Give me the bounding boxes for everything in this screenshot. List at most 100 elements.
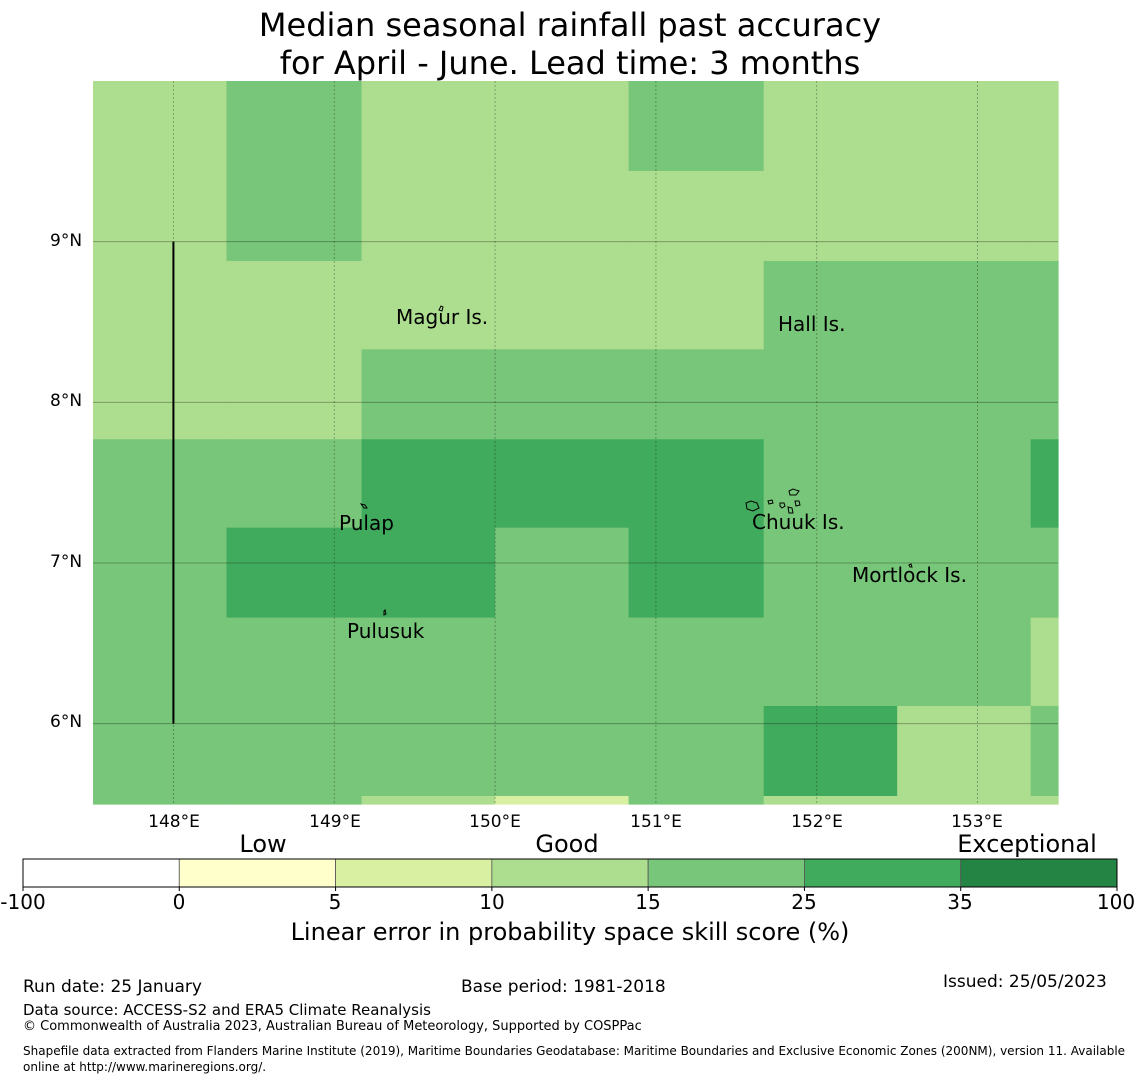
skill-cell [897, 705, 1032, 797]
colorbar-tick-3: 10 [479, 890, 505, 914]
skill-cell [226, 260, 363, 350]
skill-cell [628, 705, 765, 797]
island-outline-chuuk-southeast [794, 500, 801, 507]
skill-cell [93, 260, 228, 350]
issued-date: Issued: 25/05/2023 [943, 972, 1107, 992]
skill-cell [628, 439, 765, 529]
colorbar-tick-6: 35 [947, 890, 973, 914]
skill-cell [897, 349, 1032, 440]
skill-cell [495, 260, 630, 350]
colorbar-tick-1: 0 [172, 890, 186, 914]
skill-cell [93, 795, 228, 805]
skill-cell [763, 527, 898, 619]
skill-cell [763, 795, 898, 805]
copyright-notice: © Commonwealth of Australia 2023, Austra… [23, 1019, 642, 1034]
colorbar-tick-4: 15 [635, 890, 661, 914]
island-label-magur: Magur Is. [396, 305, 489, 329]
skill-cell [361, 260, 496, 350]
skill-cell [495, 349, 630, 440]
island-outline-chuuk-south [787, 506, 794, 514]
skill-cell [226, 81, 363, 172]
category-label-good: Good [535, 830, 599, 858]
category-label-low: Low [239, 830, 287, 858]
skill-cell [495, 439, 630, 529]
y-tick-6n: 6°N [50, 712, 83, 732]
chart-title: Median seasonal rainfall past accuracy f… [0, 6, 1140, 82]
island-label-chuuk: Chuuk Is. [752, 510, 845, 534]
skill-cell [226, 527, 363, 619]
skill-cell [763, 617, 898, 707]
island-outline-chuuk-lagoon [779, 502, 786, 509]
skill-cell [495, 795, 630, 805]
skill-cell [763, 349, 898, 440]
skill-cell [1030, 617, 1059, 707]
skill-cell [1030, 527, 1059, 619]
skill-cell [763, 170, 898, 262]
island-outline-chuuk-east [788, 488, 800, 496]
colorbar-tick-7: 100 [1096, 890, 1136, 914]
x-tick-150e: 150°E [469, 812, 521, 832]
skill-cell [763, 705, 898, 797]
skill-cell [1030, 349, 1059, 440]
skill-cell [628, 617, 765, 707]
skill-cell [226, 795, 363, 805]
y-tick-7n: 7°N [50, 552, 83, 572]
skill-cell [495, 81, 630, 172]
skill-cell [628, 260, 765, 350]
skill-cell [93, 349, 228, 440]
skill-cell [628, 349, 765, 440]
skill-cell [1030, 705, 1059, 797]
island-outline-chuuk-west [745, 500, 760, 512]
skill-cell [897, 795, 1032, 805]
skill-cell [897, 617, 1032, 707]
skill-cell [226, 349, 363, 440]
skill-cell [495, 527, 630, 619]
skill-cell [1030, 439, 1059, 529]
skill-cell [897, 170, 1032, 262]
skill-cell [495, 170, 630, 262]
island-outline-chuuk-mid [767, 499, 774, 505]
island-outline-magur [438, 305, 444, 312]
skill-cell [226, 439, 363, 529]
skill-cell [495, 705, 630, 797]
x-tick-151e: 151°E [630, 812, 682, 832]
island-outline-pulusuk [383, 609, 387, 616]
skill-cell [763, 81, 898, 172]
x-tick-149e: 149°E [309, 812, 361, 832]
skill-cell [897, 527, 1032, 619]
category-label-exceptional: Exceptional [957, 830, 1097, 858]
colorbar-tick-2: 5 [328, 890, 342, 914]
colorbar-tick-0: -100 [0, 890, 46, 914]
skill-cell [93, 170, 228, 262]
skill-cell [226, 617, 363, 707]
skill-cell [93, 705, 228, 797]
skill-cell [763, 260, 898, 350]
skill-cell [897, 260, 1032, 350]
skill-cell [93, 81, 228, 172]
island-outline-pulap [359, 503, 368, 509]
x-tick-153e: 153°E [951, 812, 1003, 832]
skill-cell [361, 349, 496, 440]
skill-cell [1030, 81, 1059, 172]
skill-cell [361, 617, 496, 707]
skill-cell [1030, 260, 1059, 350]
skill-cell [763, 439, 898, 529]
skill-cell [93, 617, 228, 707]
skill-cell [361, 527, 496, 619]
x-tick-152e: 152°E [791, 812, 843, 832]
skill-cell [93, 527, 228, 619]
skill-cell [93, 439, 228, 529]
skill-cell [226, 705, 363, 797]
skill-cell [628, 81, 765, 172]
skill-cell [361, 795, 496, 805]
island-label-hall: Hall Is. [778, 312, 846, 336]
shapefile-credit: Shapefile data extracted from Flanders M… [23, 1044, 1126, 1074]
skill-cell [361, 439, 496, 529]
colorbar-tick-5: 25 [791, 890, 817, 914]
skill-cell [226, 170, 363, 262]
y-tick-9n: 9°N [50, 231, 83, 251]
skill-cell [361, 81, 496, 172]
skill-cell [628, 170, 765, 262]
base-period: Base period: 1981-2018 [461, 977, 666, 997]
